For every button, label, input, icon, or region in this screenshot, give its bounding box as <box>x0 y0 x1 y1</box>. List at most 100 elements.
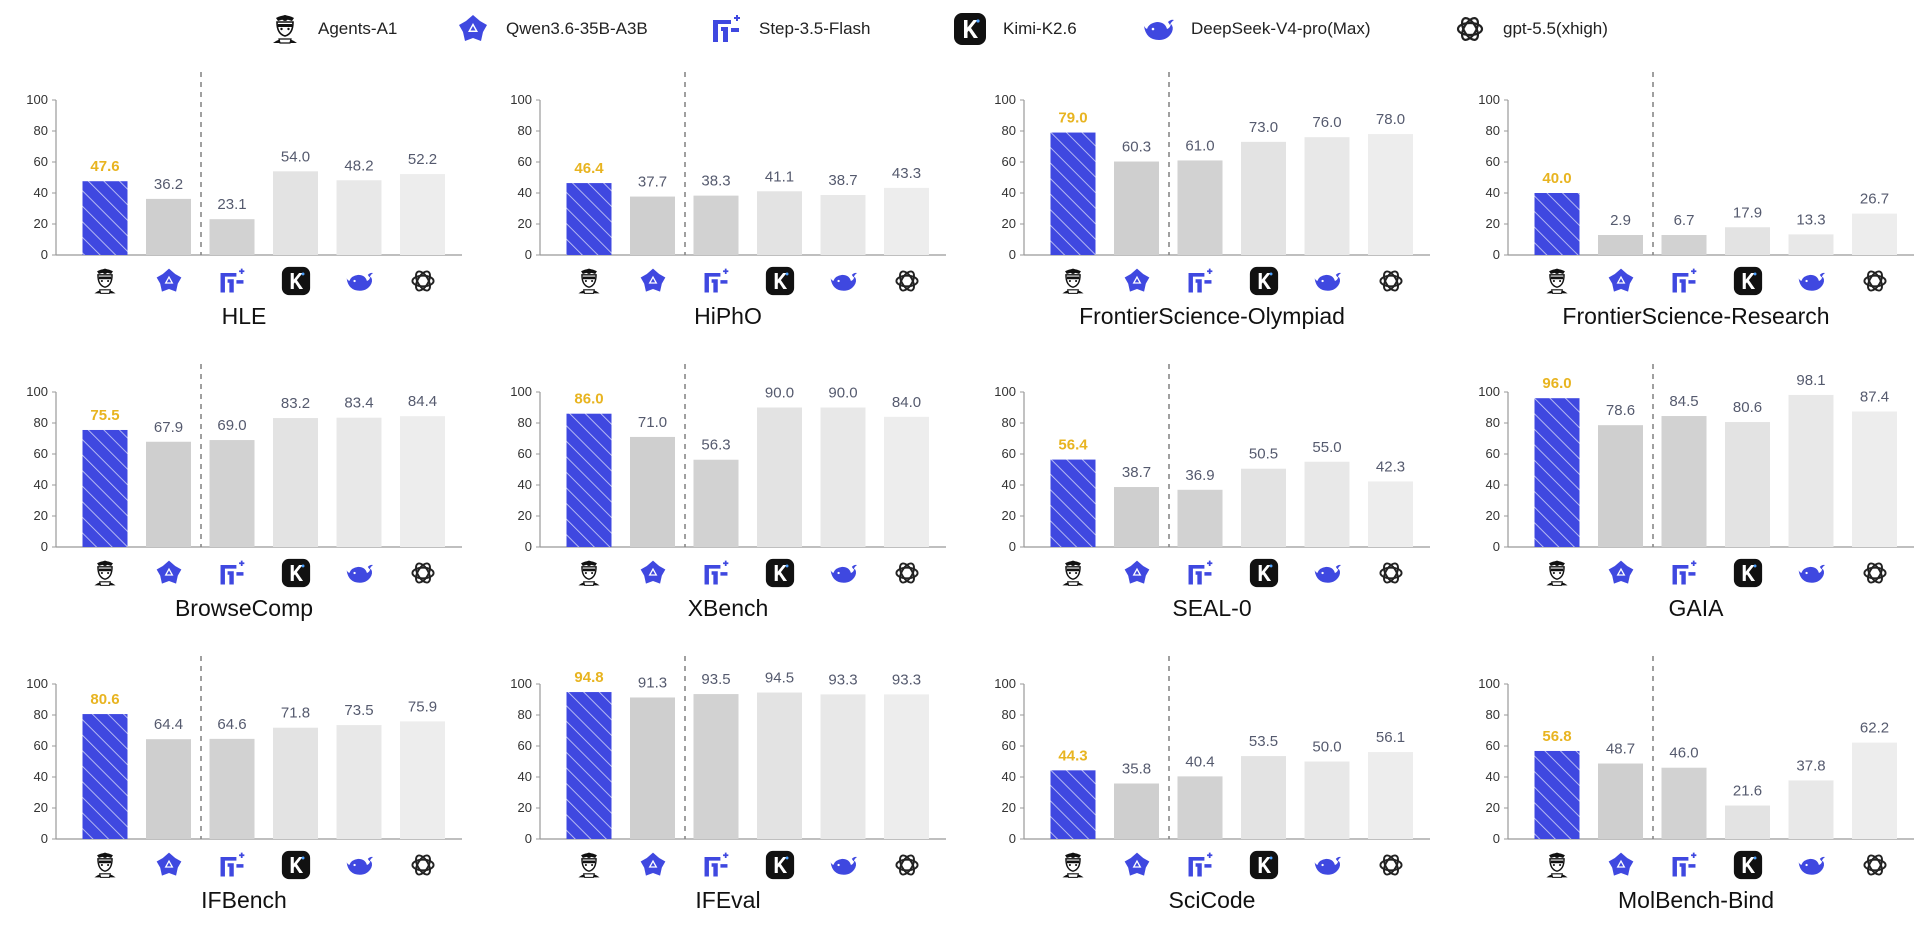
openai-icon <box>1862 854 1887 876</box>
y-tick-label: 60 <box>34 738 48 753</box>
agents-a1-icon <box>578 268 600 294</box>
bar <box>1114 783 1159 839</box>
deepseek-icon <box>830 856 858 875</box>
chart-title: SciCode <box>1169 887 1256 913</box>
agents-a1-icon <box>1062 268 1084 294</box>
y-tick-label: 20 <box>518 800 532 815</box>
bar-value-label: 78.6 <box>1606 402 1635 419</box>
bar-chart: 0 20 40 60 80 100 40.0 2.9 6.7 17.9 <box>1478 72 1914 329</box>
bar-value-label: 71.0 <box>638 414 667 431</box>
y-tick-label: 0 <box>1493 247 1500 262</box>
bar <box>400 721 445 839</box>
bar-value-label: 46.0 <box>1669 745 1698 762</box>
y-tick-label: 60 <box>34 446 48 461</box>
bar-chart: 0 20 40 60 80 100 80.6 64.4 64.6 71.8 <box>26 656 462 913</box>
chart-title: BrowseComp <box>175 595 313 621</box>
bar <box>693 694 739 839</box>
deepseek-icon <box>830 564 858 583</box>
bar-value-label: 13.3 <box>1796 211 1825 228</box>
bar <box>209 440 255 547</box>
y-tick-label: 40 <box>1002 769 1016 784</box>
bar <box>1788 234 1834 255</box>
y-tick-label: 0 <box>1009 831 1016 846</box>
legend-item-qwen: Qwen3.6-35B-A3B <box>456 12 648 46</box>
bar-value-label: 56.1 <box>1376 729 1405 746</box>
bar-value-label: 94.5 <box>765 670 794 687</box>
bar-value-label: 98.1 <box>1796 372 1825 389</box>
bar <box>1598 235 1643 255</box>
bar-value-label: 62.2 <box>1860 720 1889 737</box>
bar-value-label: 60.3 <box>1122 139 1151 156</box>
bar-value-label: 56.8 <box>1542 728 1571 745</box>
bar <box>1368 752 1413 839</box>
y-tick-label: 40 <box>1486 477 1500 492</box>
y-tick-label: 0 <box>1493 539 1500 554</box>
bar-chart: 0 20 40 60 80 100 47.6 36.2 23.1 54.0 <box>26 72 462 329</box>
y-tick-label: 0 <box>41 831 48 846</box>
bar-value-label: 38.7 <box>1122 464 1151 481</box>
bar-chart: 0 20 40 60 80 100 44.3 35.8 40.4 53.5 <box>994 656 1430 913</box>
y-tick-label: 100 <box>510 92 532 107</box>
bar <box>146 198 191 255</box>
openai-icon <box>1862 270 1887 292</box>
y-tick-label: 0 <box>41 539 48 554</box>
bar-value-label: 67.9 <box>154 419 183 436</box>
agents-a1-icon <box>94 268 116 294</box>
bar-value-label: 44.3 <box>1058 747 1087 764</box>
bar-value-label: 47.6 <box>90 158 119 175</box>
y-tick-label: 60 <box>518 738 532 753</box>
bar <box>209 738 255 839</box>
bar-chart: 0 20 40 60 80 100 96.0 78.6 84.5 80.6 <box>1478 364 1914 621</box>
kimi-icon <box>1249 558 1278 588</box>
y-tick-label: 60 <box>1486 738 1500 753</box>
y-tick-label: 80 <box>518 707 532 722</box>
deepseek-icon <box>1798 272 1826 291</box>
openai-icon <box>1378 854 1403 876</box>
y-tick-label: 0 <box>41 247 48 262</box>
y-tick-label: 80 <box>1486 707 1500 722</box>
y-tick-label: 40 <box>518 769 532 784</box>
y-tick-label: 20 <box>1002 508 1016 523</box>
y-tick-label: 0 <box>525 247 532 262</box>
bar <box>566 183 612 255</box>
qwen-icon <box>156 560 181 584</box>
bar-value-label: 73.0 <box>1249 119 1278 136</box>
y-tick-label: 60 <box>518 446 532 461</box>
agents-a1-icon <box>578 560 600 586</box>
bar <box>1788 394 1834 547</box>
y-tick-label: 40 <box>518 185 532 200</box>
bar-value-label: 2.9 <box>1610 212 1631 229</box>
y-tick-label: 60 <box>34 154 48 169</box>
bar-value-label: 84.4 <box>408 393 437 410</box>
bar-value-label: 38.3 <box>701 173 730 190</box>
bar-value-label: 40.0 <box>1542 170 1571 187</box>
chart-title: XBench <box>688 595 769 621</box>
step-icon <box>220 268 245 293</box>
y-tick-label: 100 <box>1478 676 1500 691</box>
y-tick-label: 60 <box>1002 154 1016 169</box>
y-tick-label: 20 <box>1486 216 1500 231</box>
step-icon <box>1188 268 1213 293</box>
bar <box>884 694 929 839</box>
step-icon <box>220 852 245 877</box>
chart-title: FrontierScience-Research <box>1562 303 1829 329</box>
bar-value-label: 64.6 <box>217 716 246 733</box>
kimi-icon <box>953 12 987 46</box>
bar-value-label: 55.0 <box>1312 439 1341 456</box>
legend-item-step: Step-3.5-Flash <box>709 12 871 46</box>
bar-chart: 0 20 40 60 80 100 86.0 71.0 56.3 90.0 <box>510 364 946 621</box>
y-tick-label: 60 <box>1486 154 1500 169</box>
chart-title: HiPhO <box>694 303 762 329</box>
y-tick-label: 60 <box>1002 446 1016 461</box>
y-tick-label: 20 <box>1486 800 1500 815</box>
y-tick-label: 20 <box>34 508 48 523</box>
bar-value-label: 46.4 <box>574 160 604 177</box>
y-tick-label: 60 <box>1002 738 1016 753</box>
y-tick-label: 20 <box>1486 508 1500 523</box>
bar <box>1725 805 1770 839</box>
bar-chart: 0 20 40 60 80 100 79.0 60.3 61.0 73.0 <box>994 72 1430 329</box>
bar <box>1304 761 1350 839</box>
bar-value-label: 90.0 <box>828 385 857 402</box>
bar-value-label: 40.4 <box>1185 753 1214 770</box>
y-tick-label: 80 <box>1002 415 1016 430</box>
